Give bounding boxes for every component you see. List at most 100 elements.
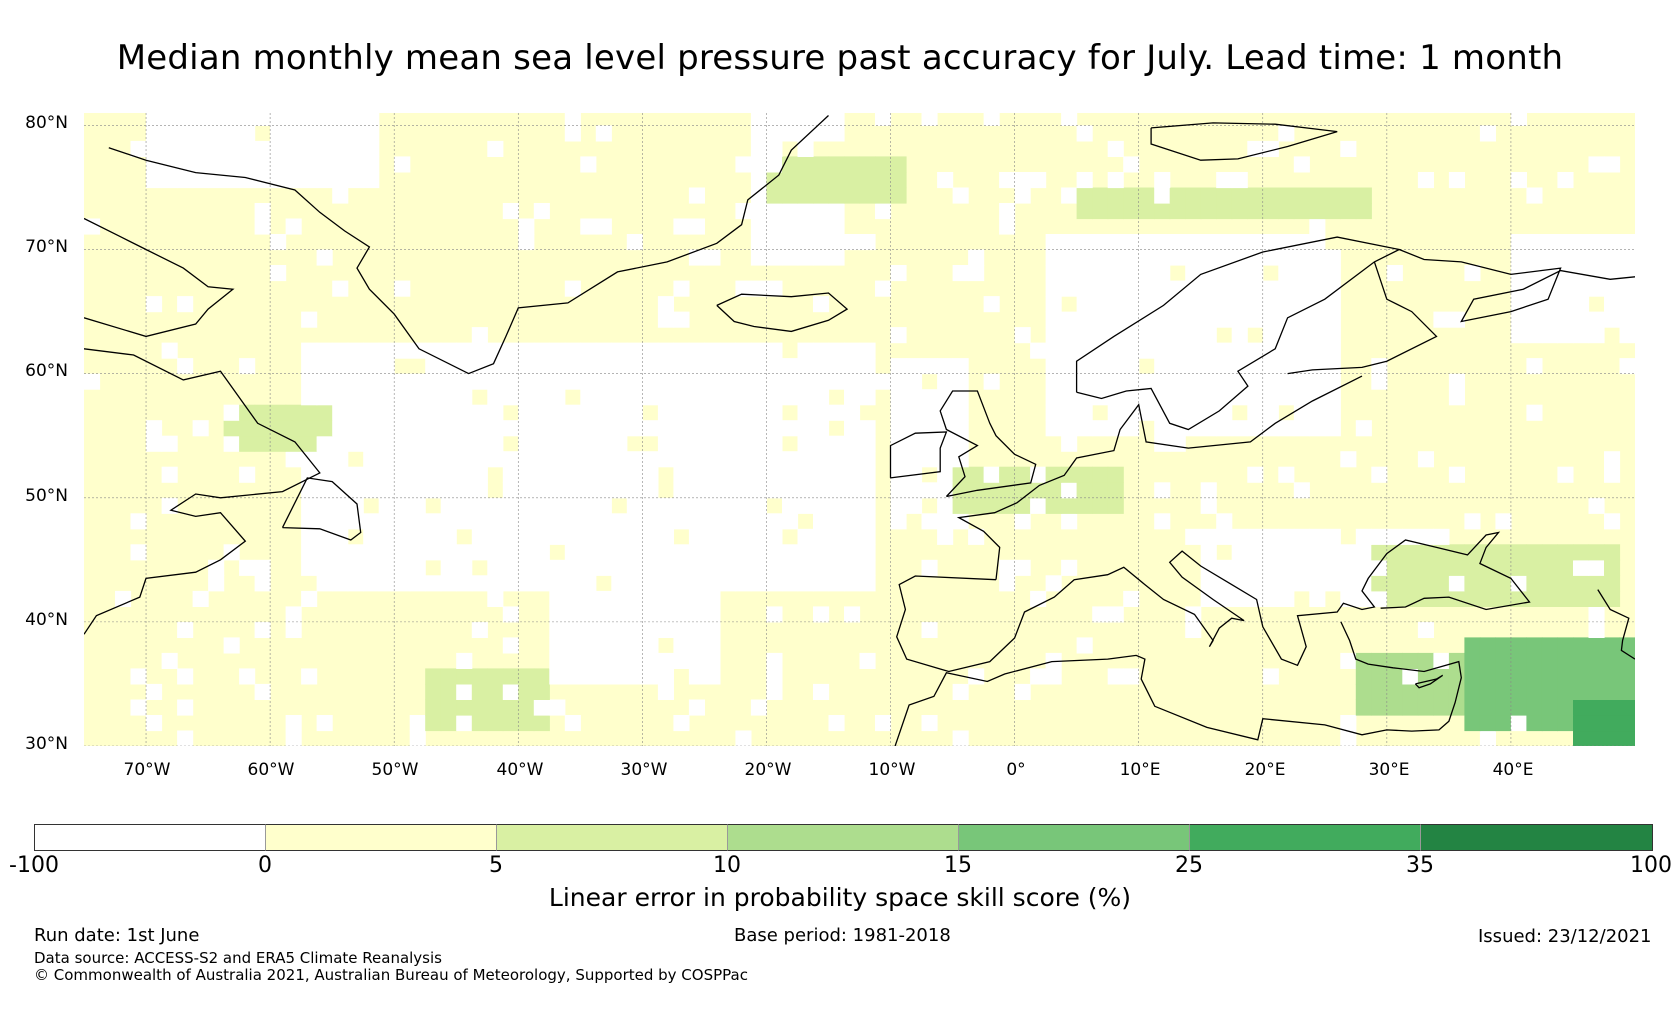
skill-cell [844, 172, 861, 189]
skill-cell [642, 544, 659, 561]
skill-cell [487, 451, 504, 468]
skill-score-map[interactable] [84, 113, 1635, 746]
skill-cell [999, 466, 1016, 483]
skill-cell [518, 482, 535, 499]
skill-cell [859, 358, 876, 375]
skill-cell [657, 621, 674, 638]
skill-cell [316, 249, 333, 266]
skill-cell [161, 140, 178, 157]
skill-cell [626, 466, 643, 483]
skill-cell [1386, 590, 1403, 607]
skill-cell [564, 373, 581, 390]
skill-cell [1216, 311, 1233, 328]
skill-cell [456, 683, 473, 700]
svalbard-coast [1150, 122, 1338, 161]
skill-cell [487, 358, 504, 375]
skill-cell [750, 404, 767, 421]
skill-cell [1278, 420, 1295, 437]
skill-cell [1464, 544, 1481, 561]
skill-cell [968, 265, 985, 282]
skill-cell [688, 420, 705, 437]
skill-cell [1309, 265, 1326, 282]
skill-cell [1371, 575, 1388, 592]
skill-cell [223, 404, 240, 421]
skill-cell [1231, 389, 1248, 406]
skill-cell [626, 544, 643, 561]
skill-cell [1324, 249, 1341, 266]
skill-cell [750, 218, 767, 235]
skill-cell [1604, 730, 1621, 746]
skill-cell [1604, 451, 1621, 468]
skill-cell [719, 559, 736, 576]
skill-cell [1526, 187, 1543, 204]
skill-cell [1340, 559, 1357, 576]
skill-cell [750, 420, 767, 437]
skill-cell [409, 730, 426, 746]
skill-cell [1541, 544, 1558, 561]
skill-cell [1433, 699, 1450, 716]
skill-cell [363, 482, 380, 499]
skill-cell [1526, 544, 1543, 561]
skill-cell [1495, 575, 1512, 592]
skill-cell [1541, 327, 1558, 344]
skill-cell [223, 420, 240, 437]
skill-cell [937, 373, 954, 390]
skill-cell [1061, 280, 1078, 297]
skill-cell [409, 528, 426, 545]
skill-cell [688, 699, 705, 716]
skill-cell [735, 156, 752, 173]
skill-cell [766, 234, 783, 251]
skill-cell [813, 172, 830, 189]
skill-cell [828, 404, 845, 421]
skill-cell [1262, 140, 1279, 157]
skill-cell [735, 528, 752, 545]
skill-cell [161, 113, 178, 126]
skill-cell [409, 466, 426, 483]
skill-cell [502, 575, 519, 592]
skill-cell [750, 559, 767, 576]
skill-cell [564, 435, 581, 452]
skill-cell [828, 373, 845, 390]
skill-cell [890, 513, 907, 530]
skill-cell [1541, 699, 1558, 716]
skill-cell [657, 451, 674, 468]
skill-cell [1355, 559, 1372, 576]
skill-cell [1619, 296, 1635, 313]
skill-cell [1045, 668, 1062, 685]
skill-cell [673, 280, 690, 297]
skill-cell [518, 451, 535, 468]
skill-cell [1604, 652, 1621, 669]
skill-cell [270, 234, 287, 251]
skill-cell [1541, 637, 1558, 654]
skill-cell [1076, 296, 1093, 313]
skill-cell [1061, 435, 1078, 452]
skill-cell [564, 606, 581, 623]
skill-cell [766, 420, 783, 437]
skill-cell [626, 590, 643, 607]
skill-cell [1448, 575, 1465, 592]
skill-cell [1557, 327, 1574, 344]
skill-cell [1185, 203, 1202, 220]
skill-cell [719, 528, 736, 545]
cyprus-coast [1414, 674, 1444, 689]
skill-cell [673, 652, 690, 669]
skill-cell [1247, 420, 1264, 437]
skill-cell [1495, 715, 1512, 732]
skill-cell [921, 404, 938, 421]
skill-cell [1200, 482, 1217, 499]
skill-cell [937, 358, 954, 375]
skill-cell [1231, 342, 1248, 359]
skill-cell [223, 172, 240, 189]
skill-cell [1495, 699, 1512, 716]
skill-cell [1448, 466, 1465, 483]
skill-cell [533, 559, 550, 576]
skill-cell [440, 373, 457, 390]
skill-cell [332, 373, 349, 390]
skill-cell [704, 621, 721, 638]
skill-cell [270, 435, 287, 452]
skill-cell [735, 466, 752, 483]
lon-label-10w: 10°W [868, 760, 916, 780]
skill-cell [1247, 404, 1264, 421]
skill-cell [1045, 373, 1062, 390]
skill-cell [797, 389, 814, 406]
